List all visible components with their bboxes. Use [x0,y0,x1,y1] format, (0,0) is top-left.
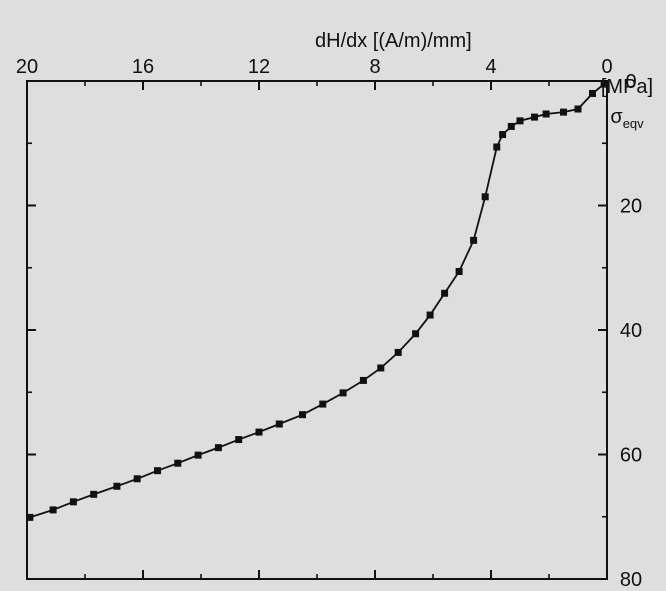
x-tick-label: 0 [601,56,612,78]
y-axis-symbol: σ [610,106,623,128]
x-tick-label: 16 [132,56,154,78]
y-tick-label: 60 [620,445,642,467]
data-point [359,376,367,384]
data-point [299,411,306,419]
data-point [542,110,550,118]
x-axis-title: dH/dx [(A/m)/mm] [315,30,472,52]
y-tick-label: 0 [625,71,636,93]
data-point [90,490,98,498]
data-point [26,513,34,521]
x-tick-label: 12 [248,56,270,78]
data-point [194,451,202,459]
data-point [113,482,121,490]
data-point [441,289,449,297]
x-tick-label: 8 [369,56,380,78]
series-line [29,83,605,519]
data-point [235,436,243,444]
data-point [531,113,538,121]
data-point [455,267,463,275]
data-point [339,389,347,397]
data-point [470,236,478,244]
data-point [49,506,57,514]
data-point [600,80,608,88]
data-point [154,467,161,475]
data-point [377,364,385,372]
data-point [499,131,507,139]
x-tick-label: 4 [485,56,496,78]
y-tick-label: 20 [620,196,642,218]
data-point [275,420,283,428]
data-point [69,498,77,506]
data-point [516,117,524,125]
data-point [319,400,327,408]
data-point [426,311,434,319]
plot-frame [26,80,608,580]
x-tick-label: 20 [16,56,38,78]
data-point [493,143,501,151]
y-tick-label: 40 [620,320,642,342]
data-point [560,108,567,116]
data-point [574,105,582,113]
y-tick-label: 80 [620,569,642,591]
data-point [174,459,182,467]
data-point [133,475,141,483]
data-point [412,330,420,338]
data-point [394,348,402,356]
y-axis-subscript: eqv [623,116,644,131]
data-point [481,193,489,201]
y-axis-unit: [MPa] [601,76,653,98]
data-point [507,122,515,130]
data-point [214,444,222,452]
y-axis-title: σeqv [610,106,644,131]
data-point [255,428,263,436]
data-point [589,89,596,97]
